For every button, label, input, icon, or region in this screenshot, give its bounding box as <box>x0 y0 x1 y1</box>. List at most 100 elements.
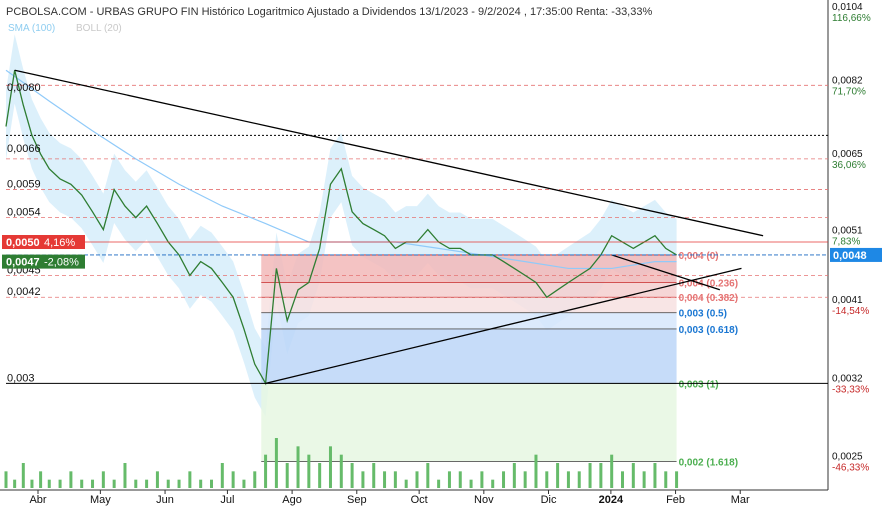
volume-bar <box>502 471 506 488</box>
volume-bar <box>491 479 495 488</box>
volume-bar <box>30 479 34 488</box>
volume-bar <box>242 479 246 488</box>
volume-bar <box>588 463 592 488</box>
current-price-label: 0,0048 <box>833 250 867 262</box>
x-tick-label: Abr <box>29 494 46 506</box>
volume-bar <box>307 454 311 488</box>
volume-bar <box>458 471 462 488</box>
volume-bar <box>296 446 300 488</box>
fib-zone <box>261 383 677 462</box>
right-axis-tick: 0,0065 <box>832 149 863 160</box>
volume-bar <box>199 479 203 488</box>
fib-level-label: 0,004 (0) <box>679 251 719 262</box>
volume-bar <box>112 479 116 488</box>
volume-bar <box>21 463 25 488</box>
volume-bar <box>361 471 365 488</box>
current-price-box <box>830 247 882 262</box>
right-axis-tick: 0,0051 <box>832 226 863 237</box>
volume-bar <box>545 471 549 488</box>
volume-bar <box>631 463 635 488</box>
x-tick-label: Feb <box>666 494 685 506</box>
right-axis-pct: 71,70% <box>832 86 866 97</box>
volume-bar <box>145 479 149 488</box>
x-tick-label: Dic <box>541 494 557 506</box>
left-price-label: 0,0059 <box>7 179 41 191</box>
volume-bar <box>101 471 105 488</box>
fib-level-label: 0,003 (1) <box>679 379 719 390</box>
volume-bar <box>523 471 527 488</box>
volume-bar <box>177 479 181 488</box>
right-axis-pct: 116,66% <box>832 13 871 24</box>
price-tag-value: 0,0050 <box>6 237 40 249</box>
volume-bar <box>318 463 322 488</box>
volume-bar <box>415 471 419 488</box>
volume-bar <box>188 471 192 488</box>
fib-zone <box>261 328 677 384</box>
fib-level-label: 0,004 (0.382) <box>679 293 739 304</box>
volume-bar <box>534 454 538 488</box>
price-tag-change: 4,16% <box>44 237 75 249</box>
x-tick-label: May <box>90 494 111 506</box>
volume-bar <box>664 471 668 488</box>
volume-bar <box>274 438 278 488</box>
volume-bar <box>123 463 127 488</box>
left-price-label: 0,0054 <box>7 207 41 219</box>
volume-bar <box>556 463 560 488</box>
fib-level-label: 0,002 (1.618) <box>679 458 739 469</box>
fib-zone <box>261 282 677 298</box>
volume-bar <box>426 463 430 488</box>
volume-bar <box>328 446 332 488</box>
x-tick-label: 2024 <box>599 494 624 506</box>
right-axis-pct: -46,33% <box>832 463 869 474</box>
volume-bar <box>653 463 657 488</box>
left-price-label: 0,0066 <box>7 143 41 155</box>
volume-bar <box>80 479 84 488</box>
left-price-label: 0,0042 <box>7 286 41 298</box>
volume-bar <box>58 479 62 488</box>
fib-zone <box>261 312 677 329</box>
volume-bar <box>480 471 484 488</box>
legend-boll: BOLL (20) <box>76 23 122 34</box>
volume-bar <box>675 471 679 488</box>
volume-bar <box>447 471 451 488</box>
x-tick-label: Nov <box>474 494 494 506</box>
fib-level-label: 0,003 (0.5) <box>679 309 727 320</box>
volume-bar <box>437 479 441 488</box>
right-axis-pct: -33,33% <box>832 384 869 395</box>
fib-level-label: 0,003 (0.618) <box>679 325 739 336</box>
volume-bar <box>220 463 224 488</box>
volume-bar <box>350 463 354 488</box>
price-line <box>5 70 677 386</box>
left-price-label: 0,003 <box>7 372 35 384</box>
volume-bar <box>210 479 213 488</box>
x-tick-label: Jun <box>156 494 174 506</box>
price-tag-change: -2,08% <box>44 257 79 269</box>
volume-bar <box>264 454 268 488</box>
support-trendline <box>265 267 742 385</box>
price-tag <box>2 235 85 250</box>
right-axis-tick: 0,0082 <box>832 75 863 86</box>
volume-bar <box>134 479 138 488</box>
right-axis-pct: 36,06% <box>832 160 866 171</box>
volume-bar <box>621 471 624 488</box>
fib-zone <box>261 254 677 283</box>
bollinger-band <box>6 34 677 417</box>
chart-title: PCBOLSA.COM - URBAS GRUPO FIN Histórico … <box>6 6 652 18</box>
volume-bar <box>599 463 603 488</box>
volume-bar <box>69 471 73 488</box>
x-tick-label: Mar <box>731 494 750 506</box>
right-axis-tick: 0,0025 <box>832 452 863 463</box>
volume-bar <box>285 463 289 488</box>
x-axis: Abr May Jun Jul Ago Sep Oct Nov Dic 2024 Feb Mar <box>29 490 750 506</box>
right-axis-tick: 0,0104 <box>832 2 863 13</box>
volume-bar <box>39 471 43 488</box>
short-trendline <box>611 254 721 291</box>
legend-sma: SMA (100) <box>8 23 55 34</box>
volume-bar <box>253 471 257 488</box>
x-tick-label: Jul <box>220 494 234 506</box>
volume-bar <box>512 463 516 488</box>
fib-level-label: 0,004 (0.236) <box>679 279 739 290</box>
volume-bar <box>383 471 387 488</box>
